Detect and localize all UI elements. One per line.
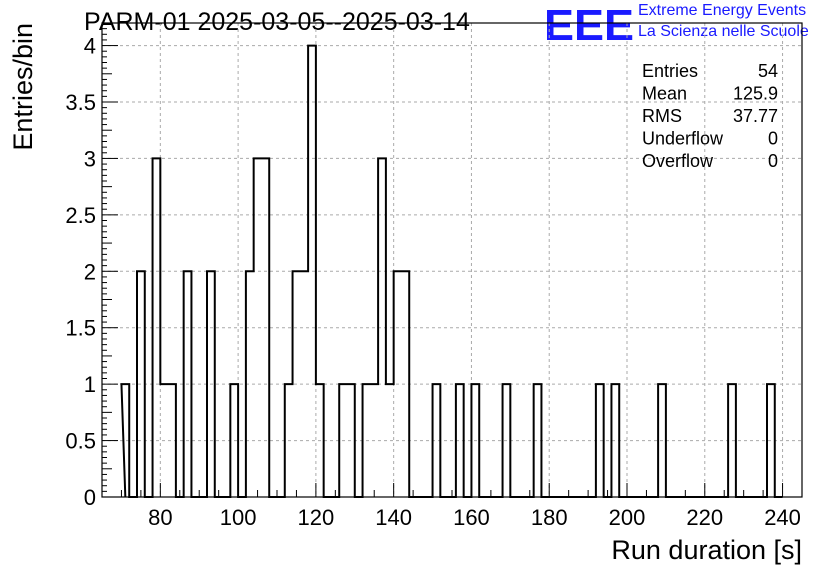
y-tick-label: 3.5 — [65, 90, 96, 115]
stat-value: 0 — [768, 129, 778, 149]
y-tick-label: 2 — [84, 259, 96, 284]
x-tick-label: 140 — [375, 505, 412, 530]
stat-label: Entries — [642, 61, 698, 81]
y-tick-label: 2.5 — [65, 203, 96, 228]
y-axis-title: Entries/bin — [8, 23, 38, 151]
chart-title: PARM-01 2025-03-05--2025-03-14 — [84, 8, 470, 36]
x-tick-label: 180 — [531, 505, 568, 530]
y-tick-label: 3 — [84, 146, 96, 171]
x-tick-label: 160 — [453, 505, 490, 530]
stat-value: 125.9 — [733, 84, 778, 104]
x-tick-label: 120 — [298, 505, 335, 530]
logo-line-1: Extreme Energy Events — [638, 2, 807, 19]
stats-box: Entries 54 Mean 125.9 RMS 37.77 Underflow 0 Over… — [642, 61, 778, 171]
logo-line-2: La Scienza nelle Scuole — [638, 23, 809, 40]
y-tick-label: 0 — [84, 485, 96, 510]
stat-value: 54 — [758, 61, 778, 81]
x-tick-labels: 80 100 120 140 160 180 200 220 240 — [148, 505, 801, 530]
y-tick-labels: 0 0.5 1 1.5 2 2.5 3 3.5 4 — [65, 34, 96, 510]
axis-ticks — [102, 22, 784, 498]
x-tick-label: 220 — [686, 505, 723, 530]
stat-label: RMS — [642, 106, 682, 126]
stat-label: Overflow — [642, 151, 714, 171]
stat-label: Mean — [642, 84, 687, 104]
y-tick-label: 1 — [84, 372, 96, 397]
stat-value: 37.77 — [733, 106, 778, 126]
x-tick-label: 200 — [609, 505, 646, 530]
x-tick-label: 100 — [220, 505, 257, 530]
stat-label: Underflow — [642, 129, 724, 149]
x-tick-label: 240 — [764, 505, 801, 530]
x-axis-title: Run duration [s] — [611, 535, 802, 565]
y-tick-label: 1.5 — [65, 316, 96, 341]
y-tick-label: 0.5 — [65, 429, 96, 454]
stat-value: 0 — [768, 151, 778, 171]
y-tick-label: 4 — [84, 34, 96, 59]
x-tick-label: 80 — [148, 505, 172, 530]
